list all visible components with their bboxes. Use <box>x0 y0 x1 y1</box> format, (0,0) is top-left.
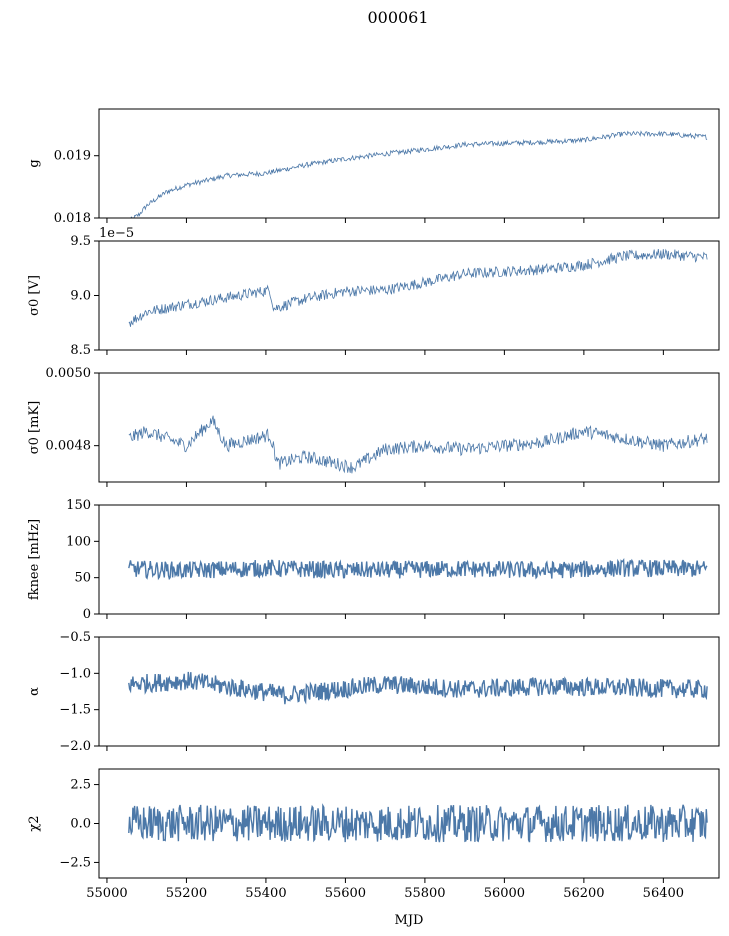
x-tick-label: 56000 <box>484 886 525 901</box>
series-line <box>130 130 708 218</box>
y-axis-label: χ2 <box>27 815 42 831</box>
y-tick-label: 0.018 <box>54 211 91 226</box>
y-offset-text: 1e−5 <box>99 226 134 241</box>
x-axis-label: MJD <box>395 913 424 928</box>
y-axis-label: g <box>27 159 42 167</box>
panel-chi2: −2.5 0.0 2.5 55000 55200 55400 55600 55800 56000… <box>27 768 720 901</box>
y-tick-label: −1.5 <box>59 703 91 718</box>
y-tick-label: 100 <box>66 534 91 549</box>
y-tick-label: 9.5 <box>70 234 91 249</box>
y-tick-label: 9.0 <box>70 289 91 304</box>
panel-sigma0-v: 8.5 9.0 9.5 1e−5 σ0 [V] <box>27 226 720 358</box>
y-tick-label: −1.0 <box>59 666 91 681</box>
panel-alpha: −2.0 −1.5 −1.0 −0.5 α <box>27 630 720 754</box>
y-axis-label: α <box>27 687 42 696</box>
plot-frame <box>98 108 720 219</box>
panel-sigma0-mk: 0.0048 0.0050 σ0 [mK] <box>27 366 720 487</box>
y-tick-label: 0.0 <box>70 817 91 832</box>
y-tick-label: 8.5 <box>70 343 91 358</box>
x-tick-label: 55600 <box>325 886 366 901</box>
x-tick-label: 56200 <box>563 886 604 901</box>
y-tick-label: −2.5 <box>59 855 91 870</box>
y-tick-label: −2.0 <box>59 739 91 754</box>
y-axis-label: fknee [mHz] <box>27 519 42 600</box>
y-tick-label: 50 <box>74 571 91 586</box>
y-tick-label: 0.019 <box>54 149 91 164</box>
x-tick-label: 55400 <box>245 886 286 901</box>
plot-frame <box>98 504 720 615</box>
y-tick-label: 0 <box>83 607 91 622</box>
figure-title: 000061 <box>367 8 428 27</box>
series-line <box>128 248 708 327</box>
y-axis-label: σ0 [V] <box>27 275 42 316</box>
panel-fknee: 0 50 100 150 fknee [mHz] <box>27 498 720 622</box>
x-tick-label: 55800 <box>404 886 445 901</box>
x-tick-label: 55000 <box>86 886 127 901</box>
x-tick-label: 55200 <box>166 886 207 901</box>
y-tick-label: 2.5 <box>70 778 91 793</box>
panel-g: 0.018 0.019 g <box>27 108 720 226</box>
y-tick-label: 150 <box>66 498 91 513</box>
y-tick-label: 0.0050 <box>46 366 92 381</box>
plot-frame <box>98 372 720 483</box>
series-line <box>128 415 708 474</box>
plot-frame <box>98 636 720 747</box>
series-line <box>128 803 708 843</box>
x-tick-label: 56400 <box>643 886 684 901</box>
y-tick-label: −0.5 <box>59 630 91 645</box>
y-tick-label: 0.0048 <box>46 439 92 454</box>
series-line <box>128 557 708 581</box>
y-axis-label: σ0 [mK] <box>27 401 42 454</box>
series-line <box>128 671 708 705</box>
